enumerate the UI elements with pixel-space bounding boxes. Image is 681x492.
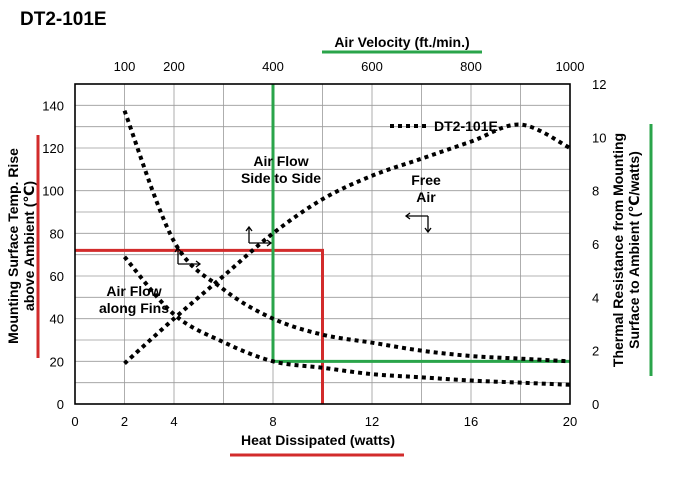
- annotation-label: Air Flow: [253, 153, 308, 169]
- x-tick-label: 2: [121, 414, 128, 429]
- annotation-label: Free: [411, 172, 441, 188]
- x-tick-label: 4: [170, 414, 177, 429]
- arrow-along-fins: [174, 246, 202, 268]
- y-left-tick-labels: 0 20 40 60 80 100 120 140: [42, 98, 64, 412]
- y-right-tick-label: 10: [592, 130, 606, 145]
- y-left-tick-label: 60: [50, 269, 64, 284]
- y-right-title-line-1: Thermal Resistance from Mounting: [610, 133, 626, 367]
- y-left-tick-label: 100: [42, 184, 64, 199]
- series-line-3: [122, 109, 571, 364]
- y-left-tick-label: 0: [57, 397, 64, 412]
- x-axis-title: Heat Dissipated (watts): [241, 432, 395, 448]
- legend-label: DT2-101E: [434, 118, 498, 134]
- arrow-horizontal-head: [404, 212, 411, 220]
- arrow-horizontal-head: [195, 260, 202, 268]
- arrow-vertical-head: [245, 225, 253, 232]
- x-tick-label: 12: [365, 414, 379, 429]
- x-tick-label: 20: [563, 414, 577, 429]
- plot-frame: [74, 83, 571, 405]
- arrow-side-to-side: [245, 225, 273, 247]
- top-axis-title: Air Velocity (ft./min.): [334, 34, 469, 50]
- chart-title: DT2-101E: [20, 9, 107, 30]
- y-left-tick-label: 140: [42, 98, 64, 113]
- y-left-tick-label: 80: [50, 226, 64, 241]
- y-left-tick-label: 120: [42, 141, 64, 156]
- top-axis-tick-labels: 100 200 400 600 800 1000: [114, 59, 585, 74]
- y-right-tick-label: 2: [592, 344, 599, 359]
- y-left-axis-title: Mounting Surface Temp. Rise above Ambient…: [5, 148, 37, 344]
- y-right-tick-label: 4: [592, 290, 599, 305]
- y-right-tick-labels: 0 2 4 6 8 10 12: [592, 77, 606, 412]
- y-left-title-line-1: Mounting Surface Temp. Rise: [5, 148, 21, 344]
- top-tick-label: 800: [460, 59, 482, 74]
- arrow-vertical-head: [424, 227, 432, 234]
- top-tick-label: 1000: [556, 59, 585, 74]
- x-tick-label: 16: [464, 414, 478, 429]
- series-line-2: [122, 255, 571, 387]
- arrow-free-air: [404, 212, 432, 234]
- y-right-tick-label: 8: [592, 184, 599, 199]
- red-reference-line: [75, 248, 324, 404]
- y-left-title-line-2: above Ambient (℃): [21, 181, 37, 311]
- y-right-title-line-2: Surface to Ambient (℃/watts): [626, 151, 642, 349]
- top-tick-label: 100: [114, 59, 136, 74]
- series-line-1: [123, 122, 571, 365]
- y-right-axis-title: Thermal Resistance from Mounting Surface …: [610, 133, 642, 367]
- annotation-label: Air Flow: [106, 283, 161, 299]
- airflow-arrows: [174, 212, 432, 268]
- top-tick-label: 200: [163, 59, 185, 74]
- y-right-tick-label: 0: [592, 397, 599, 412]
- annotation-label: Air: [416, 189, 436, 205]
- x-tick-label: 8: [269, 414, 276, 429]
- legend: DT2-101E: [390, 118, 498, 134]
- y-left-tick-label: 20: [50, 354, 64, 369]
- x-tick-labels: 0 2 4 8 12 16 20: [71, 414, 577, 429]
- top-tick-label: 600: [361, 59, 383, 74]
- y-right-tick-label: 6: [592, 237, 599, 252]
- top-tick-label: 400: [262, 59, 284, 74]
- y-right-tick-label: 12: [592, 77, 606, 92]
- annotation-label: along Fins: [99, 300, 169, 316]
- arrow-vertical-head: [174, 246, 182, 253]
- data-curves: [122, 109, 571, 387]
- plot-border: [74, 83, 571, 405]
- arrow-horizontal-head: [266, 239, 273, 247]
- x-tick-label: 0: [71, 414, 78, 429]
- y-left-tick-label: 40: [50, 312, 64, 327]
- annotation-label: Side to Side: [241, 170, 321, 186]
